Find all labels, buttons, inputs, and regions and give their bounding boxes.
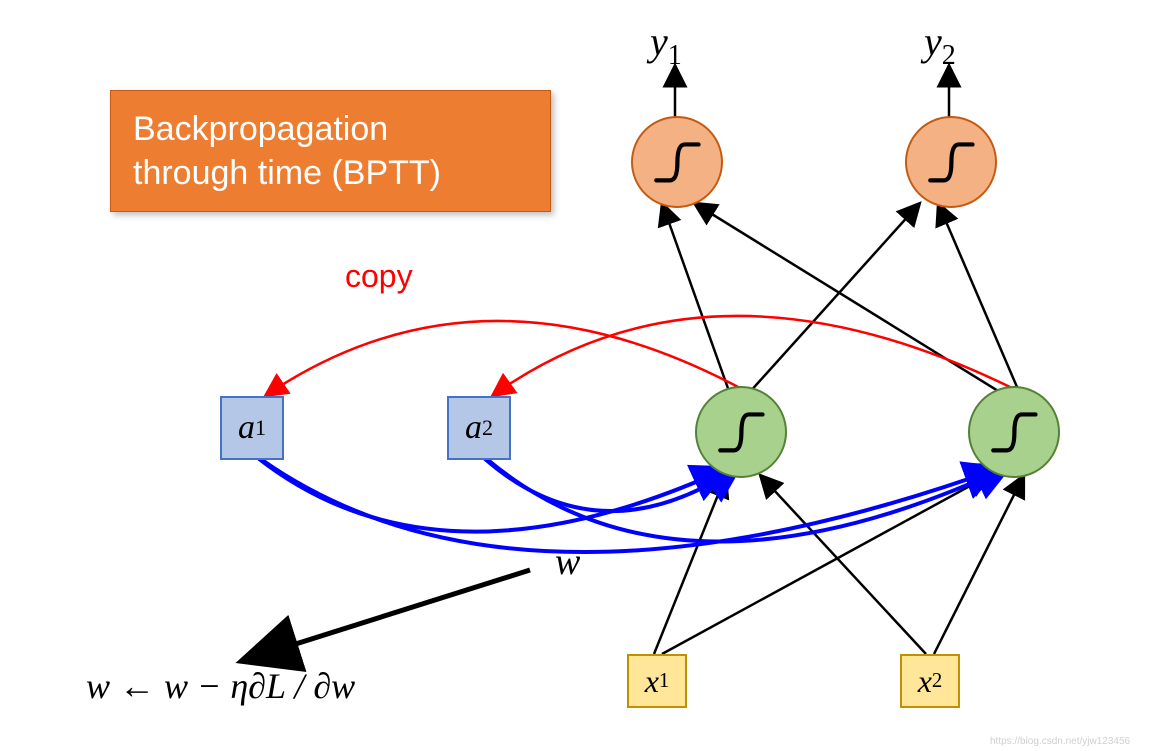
watermark: https://blog.csdn.net/yjw123456 <box>990 736 1130 747</box>
title-line1: Backpropagation <box>133 110 388 148</box>
label-formula: w ← w − η∂L / ∂w <box>86 665 355 707</box>
node-hid2 <box>968 386 1060 478</box>
label-w: w <box>555 540 580 584</box>
node-x1: x1 <box>627 654 687 708</box>
node-a2: a2 <box>447 396 511 460</box>
node-a1: a1 <box>220 396 284 460</box>
label-y1: y1 <box>650 18 682 72</box>
label-y2: y2 <box>924 18 956 72</box>
node-out1 <box>631 116 723 208</box>
title-line2: through time (BPTT) <box>133 154 441 192</box>
title-box: Backpropagation through time (BPTT) <box>110 90 551 212</box>
node-x2: x2 <box>900 654 960 708</box>
label-copy: copy <box>345 258 413 295</box>
node-out2 <box>905 116 997 208</box>
node-hid1 <box>695 386 787 478</box>
